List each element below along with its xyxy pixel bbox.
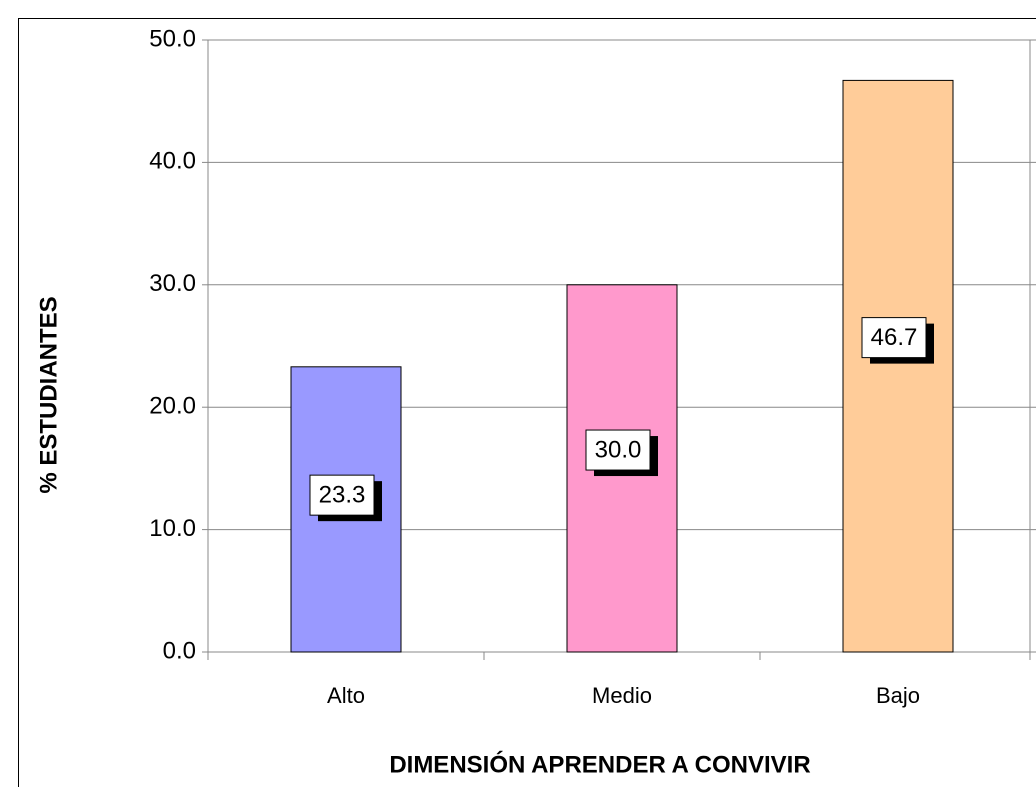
y-tick-label: 50.0 [149,25,196,52]
x-axis-title: DIMENSIÓN APRENDER A CONVIVIR [389,750,810,778]
y-tick-label: 0.0 [163,637,196,664]
y-tick-label: 10.0 [149,515,196,542]
y-tick-label: 30.0 [149,270,196,297]
x-tick-label: Bajo [876,683,920,708]
data-label-box [861,317,927,359]
data-label: 46.7 [871,324,918,351]
data-label-box [585,429,651,471]
chart-border [18,18,1036,787]
data-label: 23.3 [319,481,366,508]
data-label-box [309,474,375,516]
data-label: 30.0 [595,436,642,463]
x-tick-label: Alto [327,683,365,708]
bar [842,79,954,653]
y-axis-title: % ESTUDIANTES [35,296,62,493]
x-tick-label: Medio [592,683,652,708]
y-tick-label: 40.0 [149,148,196,175]
y-tick-label: 20.0 [149,393,196,420]
